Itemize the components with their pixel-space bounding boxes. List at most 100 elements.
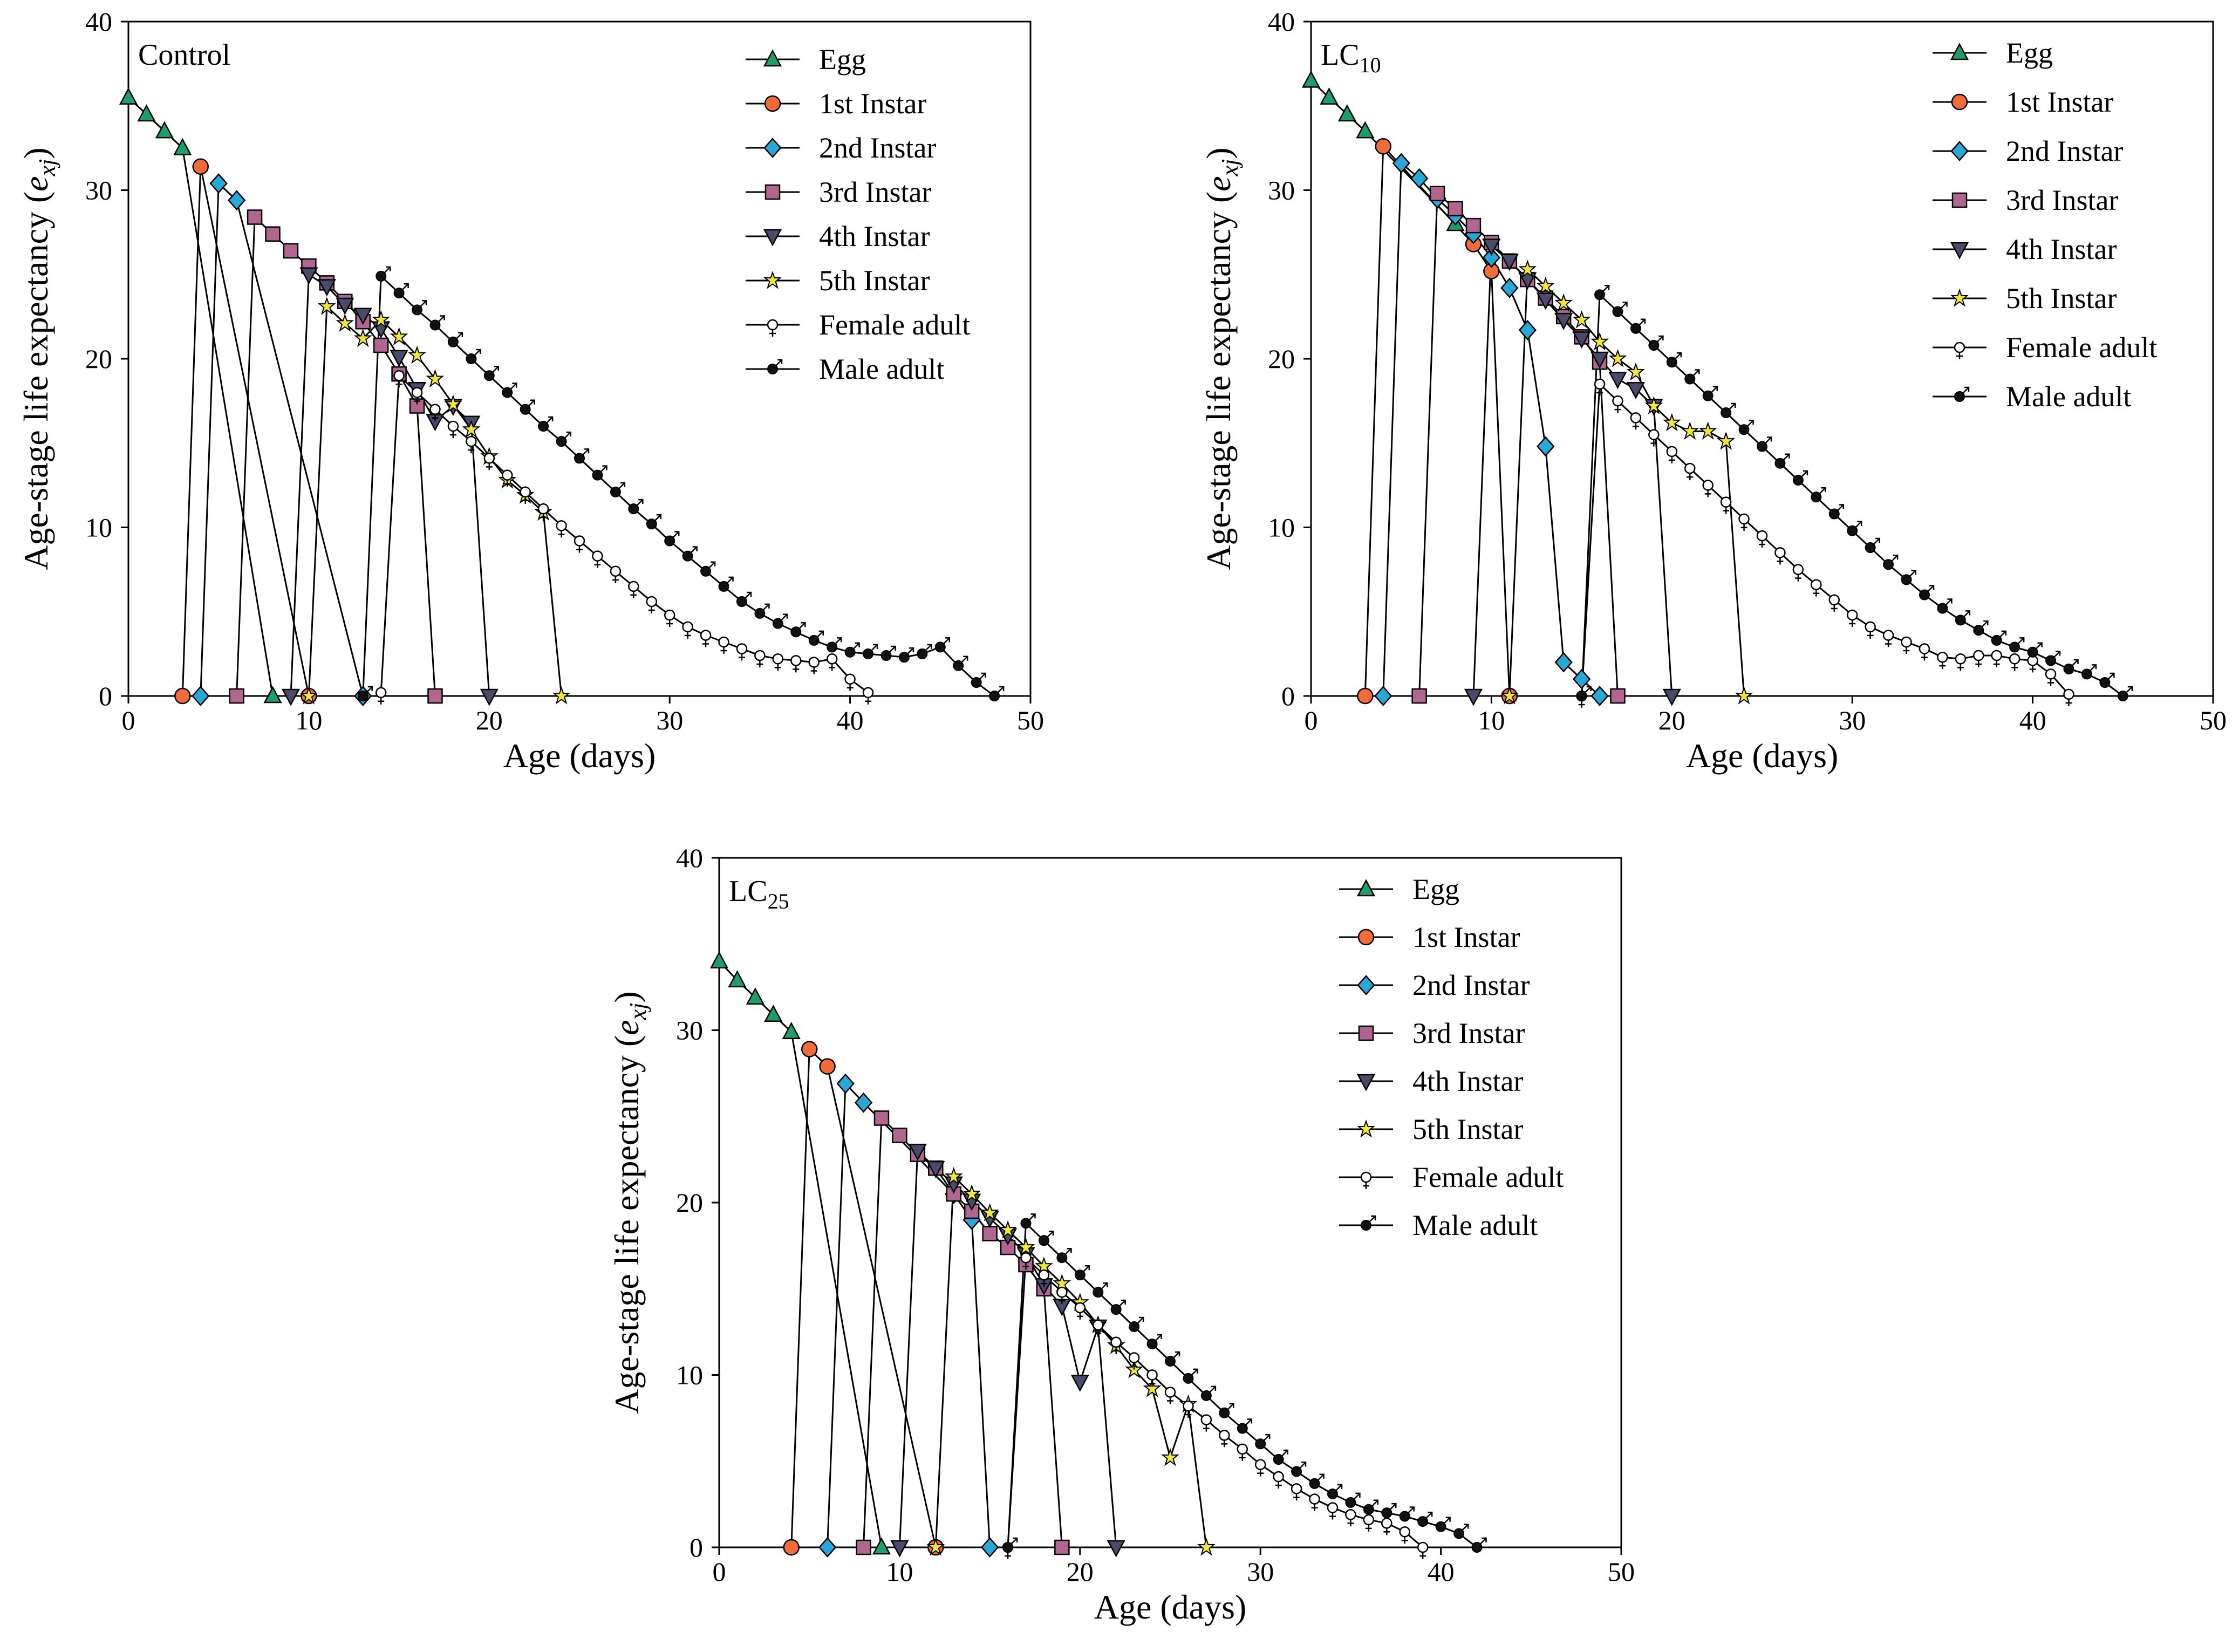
data-point	[1092, 1319, 1104, 1338]
data-point	[1630, 318, 1646, 334]
data-point	[610, 565, 622, 584]
x-tick-label: 50	[1608, 1557, 1635, 1587]
data-point	[2099, 672, 2115, 688]
data-point	[1381, 1503, 1397, 1519]
data-point	[1865, 537, 1880, 554]
legend-label: 2nd Instar	[1412, 969, 1530, 1001]
data-point	[1756, 530, 1768, 549]
legend-label: 3rd Instar	[1412, 1017, 1525, 1049]
legend-label: Male adult	[819, 353, 944, 385]
y-tick-label: 30	[676, 1015, 703, 1046]
x-axis-label: Age (days)	[503, 736, 656, 775]
data-point	[447, 332, 463, 347]
data-point	[1411, 688, 1427, 704]
data-point	[1684, 369, 1700, 385]
data-point	[988, 686, 1005, 702]
data-point	[592, 550, 603, 569]
data-point	[1074, 1302, 1086, 1321]
data-point	[628, 499, 644, 515]
data-point	[2027, 655, 2038, 673]
legend-label: 4th Instar	[1412, 1065, 1523, 1097]
data-point	[1429, 186, 1445, 201]
data-point	[891, 1540, 909, 1557]
data-point	[718, 636, 729, 655]
data-point	[373, 337, 389, 353]
data-point	[1699, 422, 1716, 439]
data-point	[736, 643, 748, 661]
legend-marker	[1950, 242, 1969, 259]
legend-label: Egg	[819, 43, 866, 76]
data-point	[1738, 513, 1750, 532]
x-tick-label: 50	[2200, 705, 2227, 735]
data-point	[1110, 1299, 1126, 1315]
data-point	[1291, 1483, 1302, 1501]
y-tick-label: 30	[85, 175, 112, 206]
data-point	[1237, 1443, 1248, 1462]
data-point	[2009, 653, 2020, 672]
legend-marker	[1358, 1121, 1374, 1137]
data-point	[718, 576, 734, 592]
data-point	[229, 688, 244, 704]
data-point	[483, 453, 495, 471]
y-axis-label: Age-stage life expectancy (exj)	[17, 147, 60, 570]
legend-marker	[1357, 975, 1375, 995]
data-point	[427, 688, 443, 704]
data-point	[872, 1538, 891, 1555]
data-point	[1720, 402, 1736, 419]
y-axis-label: Age-stage life expectancy (exj)	[607, 991, 651, 1414]
x-tick-label: 30	[1247, 1557, 1274, 1587]
data-point	[1682, 422, 1698, 439]
data-point	[862, 644, 878, 660]
data-point	[375, 266, 391, 282]
data-point	[1919, 585, 1935, 600]
data-point	[982, 1226, 998, 1241]
legend-marker	[1358, 1025, 1374, 1041]
legend-label: 4th Instar	[2006, 233, 2117, 265]
data-point	[429, 315, 445, 331]
x-axis-label: Age (days)	[1094, 1588, 1247, 1626]
series-line	[1007, 1255, 1424, 1548]
data-point	[501, 383, 517, 398]
data-point	[2045, 668, 2057, 687]
data-point	[228, 190, 245, 210]
data-point	[808, 657, 820, 675]
panel-title: Control	[138, 38, 230, 72]
data-point	[1254, 1434, 1271, 1450]
x-tick-label: 40	[1428, 1557, 1455, 1587]
legend-label: Male adult	[2006, 380, 2131, 413]
data-point	[772, 653, 784, 672]
data-point	[1357, 687, 1374, 705]
data-point	[174, 687, 191, 705]
legend-marker	[1950, 141, 1969, 161]
data-point	[1736, 687, 1752, 704]
legend-marker	[764, 272, 781, 288]
data-point	[1200, 1414, 1212, 1432]
data-point	[247, 209, 263, 225]
data-point	[664, 531, 680, 547]
legend-label: 1st Instar	[2006, 86, 2113, 118]
data-point	[646, 596, 658, 615]
data-point	[1684, 462, 1696, 481]
data-point	[1219, 1430, 1230, 1448]
data-point	[1254, 1459, 1266, 1477]
data-point	[1554, 652, 1573, 672]
series-line	[827, 1081, 991, 1548]
legend-marker	[763, 138, 782, 158]
data-point	[1519, 320, 1537, 340]
data-point	[1381, 1518, 1392, 1536]
series-line	[863, 1116, 1063, 1548]
data-point	[700, 630, 712, 648]
x-tick-label: 30	[656, 705, 683, 735]
data-point	[1811, 579, 1822, 597]
data-point	[1002, 1537, 1018, 1553]
data-point	[1919, 643, 1930, 661]
data-point	[1901, 570, 1916, 585]
data-point	[1200, 1385, 1217, 1402]
data-point	[1663, 688, 1681, 706]
data-point	[553, 687, 570, 704]
data-point	[682, 621, 693, 640]
data-point	[537, 416, 554, 432]
data-point	[2117, 686, 2133, 702]
y-tick-label: 40	[1268, 6, 1295, 37]
